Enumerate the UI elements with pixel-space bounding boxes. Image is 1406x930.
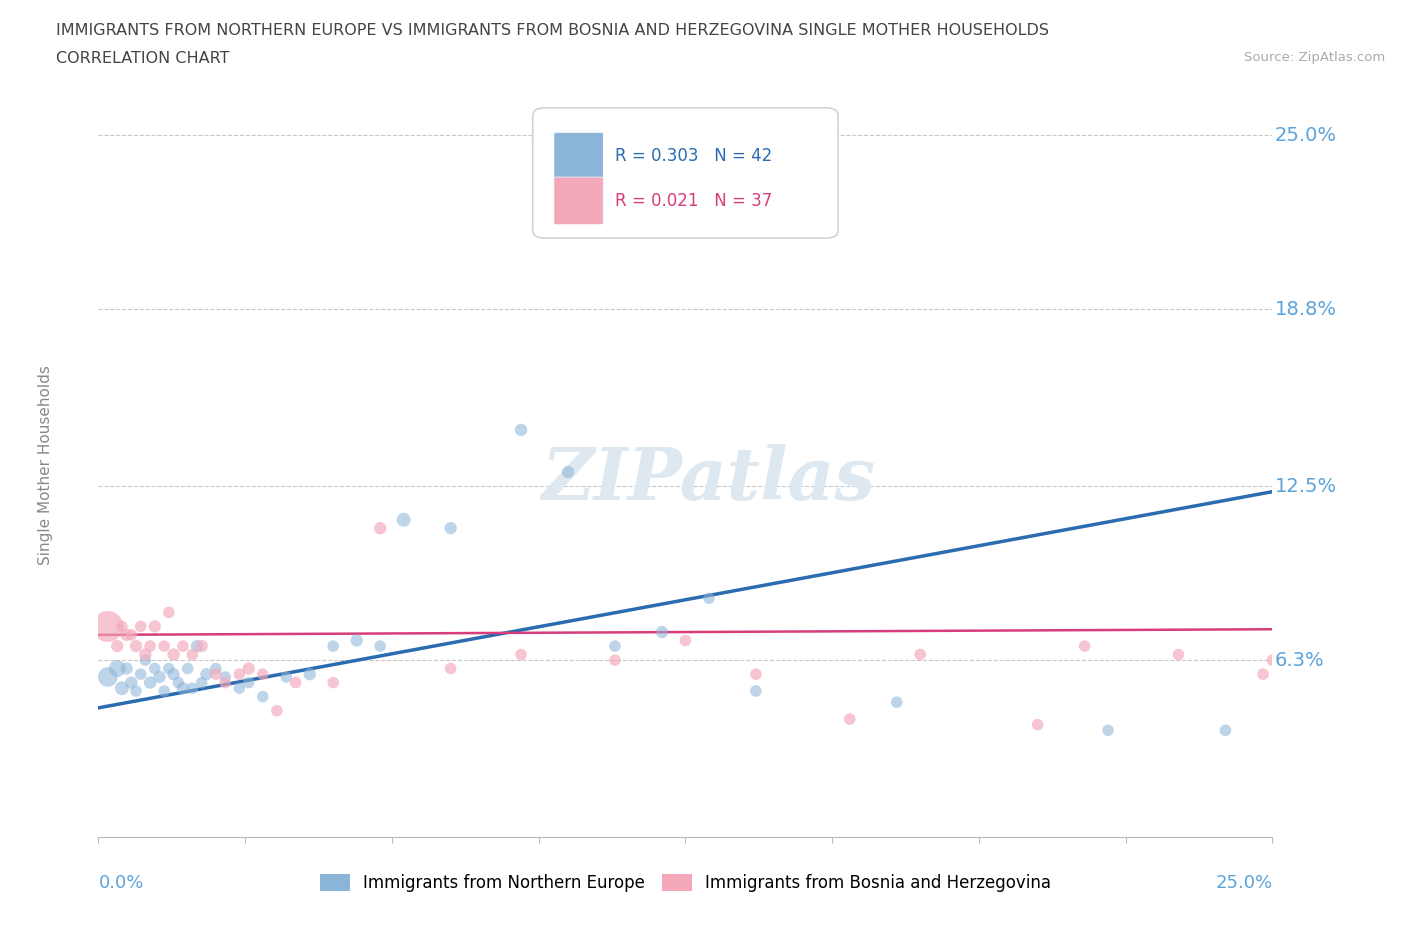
Point bbox=[176, 661, 198, 676]
Legend: Immigrants from Northern Europe, Immigrants from Bosnia and Herzegovina: Immigrants from Northern Europe, Immigra… bbox=[319, 874, 1052, 892]
Point bbox=[1073, 639, 1095, 654]
Point bbox=[439, 661, 461, 676]
Point bbox=[157, 604, 180, 619]
Point bbox=[276, 670, 298, 684]
Point bbox=[148, 670, 170, 684]
Point bbox=[368, 521, 391, 536]
Text: 25.0%: 25.0% bbox=[1215, 874, 1272, 892]
Point bbox=[129, 667, 152, 682]
Text: R = 0.021   N = 37: R = 0.021 N = 37 bbox=[614, 192, 772, 210]
Text: 0.0%: 0.0% bbox=[98, 874, 143, 892]
Point bbox=[105, 661, 128, 676]
Point bbox=[153, 684, 176, 698]
Point bbox=[162, 667, 184, 682]
Point bbox=[111, 619, 134, 634]
Point bbox=[214, 675, 236, 690]
Point bbox=[322, 675, 344, 690]
Text: 18.8%: 18.8% bbox=[1275, 299, 1337, 319]
Point bbox=[908, 647, 931, 662]
Point bbox=[129, 619, 152, 634]
Point bbox=[510, 422, 533, 437]
Point bbox=[120, 675, 142, 690]
Point bbox=[181, 647, 204, 662]
Point bbox=[143, 619, 166, 634]
FancyBboxPatch shape bbox=[554, 177, 603, 225]
Point bbox=[195, 667, 218, 682]
Point bbox=[510, 647, 533, 662]
Point bbox=[120, 628, 142, 643]
Point bbox=[111, 681, 134, 696]
Point bbox=[115, 628, 138, 643]
Point bbox=[603, 653, 626, 668]
Text: CORRELATION CHART: CORRELATION CHART bbox=[56, 51, 229, 66]
FancyBboxPatch shape bbox=[554, 132, 603, 180]
Point bbox=[838, 711, 860, 726]
Point bbox=[190, 639, 212, 654]
Point bbox=[238, 675, 260, 690]
Point bbox=[186, 639, 208, 654]
Point bbox=[697, 591, 720, 605]
Point bbox=[167, 675, 190, 690]
Point bbox=[125, 684, 148, 698]
Point bbox=[134, 653, 156, 668]
Point bbox=[266, 703, 288, 718]
Point bbox=[172, 681, 194, 696]
Point bbox=[162, 647, 184, 662]
Point bbox=[284, 675, 307, 690]
Point bbox=[1026, 717, 1049, 732]
Text: IMMIGRANTS FROM NORTHERN EUROPE VS IMMIGRANTS FROM BOSNIA AND HERZEGOVINA SINGLE: IMMIGRANTS FROM NORTHERN EUROPE VS IMMIG… bbox=[56, 23, 1049, 38]
Point bbox=[105, 639, 128, 654]
Point bbox=[205, 661, 228, 676]
FancyBboxPatch shape bbox=[533, 108, 838, 238]
Text: R = 0.303   N = 42: R = 0.303 N = 42 bbox=[614, 147, 772, 166]
Point bbox=[368, 639, 391, 654]
Point bbox=[745, 667, 768, 682]
Point bbox=[139, 675, 162, 690]
Point bbox=[139, 639, 162, 654]
Point bbox=[298, 667, 321, 682]
Point bbox=[392, 512, 415, 527]
Point bbox=[346, 633, 368, 648]
Point bbox=[228, 667, 250, 682]
Point bbox=[252, 667, 274, 682]
Point bbox=[190, 675, 212, 690]
Point bbox=[1251, 667, 1274, 682]
Point bbox=[1167, 647, 1189, 662]
Point bbox=[439, 521, 461, 536]
Point bbox=[557, 465, 579, 480]
Point bbox=[97, 670, 120, 684]
Text: 6.3%: 6.3% bbox=[1275, 651, 1324, 670]
Point bbox=[134, 647, 156, 662]
Point bbox=[228, 681, 250, 696]
Text: Single Mother Households: Single Mother Households bbox=[38, 365, 53, 565]
Point bbox=[886, 695, 908, 710]
Point bbox=[603, 639, 626, 654]
Point bbox=[97, 619, 120, 634]
Point bbox=[745, 684, 768, 698]
Point bbox=[651, 625, 673, 640]
Point bbox=[205, 667, 228, 682]
Text: ZIPatlas: ZIPatlas bbox=[541, 445, 876, 515]
Point bbox=[252, 689, 274, 704]
Point bbox=[675, 633, 697, 648]
Point bbox=[115, 661, 138, 676]
Point bbox=[181, 681, 204, 696]
Point bbox=[322, 639, 344, 654]
Point bbox=[172, 639, 194, 654]
Point bbox=[214, 670, 236, 684]
Point bbox=[238, 661, 260, 676]
Point bbox=[1097, 723, 1119, 737]
Text: Source: ZipAtlas.com: Source: ZipAtlas.com bbox=[1244, 51, 1385, 64]
Point bbox=[1215, 723, 1237, 737]
Text: 25.0%: 25.0% bbox=[1275, 126, 1337, 144]
Point bbox=[157, 661, 180, 676]
Point bbox=[1261, 653, 1284, 668]
Text: 12.5%: 12.5% bbox=[1275, 476, 1337, 496]
Point bbox=[125, 639, 148, 654]
Point bbox=[153, 639, 176, 654]
Point bbox=[143, 661, 166, 676]
